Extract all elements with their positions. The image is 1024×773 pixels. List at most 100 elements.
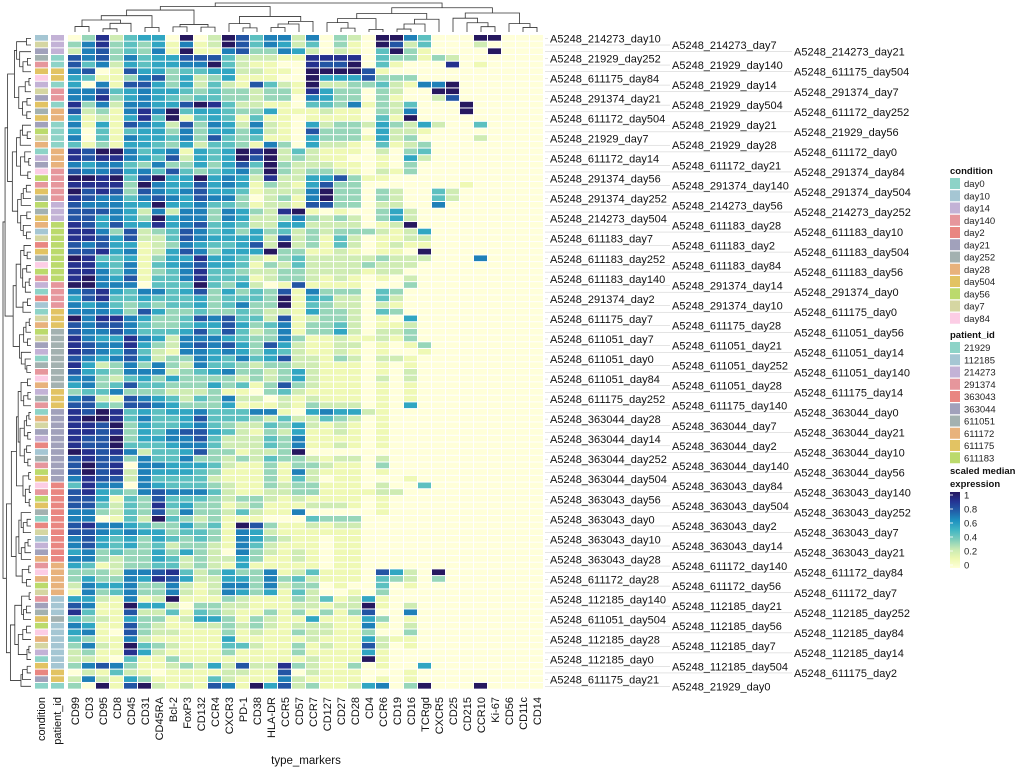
heatmap-cell [208, 536, 221, 542]
heatmap-cell [82, 322, 95, 328]
heatmap-cell [460, 549, 473, 556]
heatmap-cell [348, 562, 361, 569]
dendrogram-branch [17, 391, 22, 443]
heatmap-cell [222, 355, 235, 362]
heatmap-cell [460, 475, 473, 482]
heatmap-cell [446, 161, 459, 168]
patient-annotation-cell [51, 429, 64, 435]
patient-annotation-cell [51, 435, 64, 442]
heatmap-cell [516, 161, 529, 168]
heatmap-cell [320, 195, 333, 201]
heatmap-cell [446, 348, 459, 355]
heatmap-cell [306, 475, 319, 482]
heatmap-cell [530, 88, 543, 95]
heatmap-cell [68, 181, 81, 188]
heatmap-cell [488, 455, 501, 462]
heatmap-cell [82, 515, 95, 522]
heatmap-cell [432, 502, 445, 509]
heatmap-cell [306, 188, 319, 195]
dendrogram-branch [23, 395, 31, 407]
heatmap-cell [236, 81, 249, 88]
heatmap-cell [264, 68, 277, 75]
heatmap-cell [334, 629, 347, 636]
heatmap-cell [390, 622, 403, 629]
heatmap-cell [180, 335, 193, 342]
heatmap-cell [208, 629, 221, 636]
heatmap-cell [376, 135, 389, 141]
heatmap-cell [208, 235, 221, 242]
heatmap-cell [474, 556, 487, 562]
heatmap-cell [502, 469, 515, 475]
heatmap-cell [82, 242, 95, 248]
patient-annotation-cell [51, 375, 64, 382]
heatmap-cell [404, 542, 417, 549]
heatmap-cell [488, 375, 501, 382]
heatmap-cell [124, 181, 137, 188]
heatmap-cell [306, 155, 319, 161]
heatmap-cell [348, 382, 361, 389]
heatmap-cell [362, 409, 375, 415]
heatmap-cell [208, 676, 221, 682]
heatmap-cell [194, 616, 207, 622]
heatmap-cell [68, 622, 81, 629]
heatmap-cell [264, 61, 277, 68]
heatmap-cell [404, 609, 417, 616]
condition-annotation-cell [35, 288, 48, 295]
heatmap-cell [124, 556, 137, 562]
heatmap-cell [82, 295, 95, 302]
heatmap-cell [236, 121, 249, 128]
heatmap-cell [264, 656, 277, 662]
patient-annotation-cell [51, 576, 64, 582]
dendrogram-branch [24, 488, 30, 503]
heatmap-cell [404, 248, 417, 255]
heatmap-cell [96, 55, 109, 61]
dendrogram-branch [22, 124, 31, 136]
heatmap-cell [194, 262, 207, 268]
dendrogram-branch [239, 16, 302, 24]
heatmap-cell [208, 61, 221, 68]
heatmap-cell [390, 429, 403, 435]
heatmap-cell [138, 389, 151, 395]
heatmap-cell [124, 515, 137, 522]
heatmap-cell [152, 128, 165, 135]
heatmap-cell [502, 616, 515, 622]
heatmap-cell [502, 402, 515, 409]
heatmap-cell [334, 669, 347, 676]
heatmap-cell [82, 656, 95, 662]
heatmap-cell [516, 275, 529, 282]
heatmap-cell [278, 602, 291, 609]
heatmap-cell [418, 449, 431, 455]
heatmap-cell [530, 402, 543, 409]
heatmap-cell [124, 342, 137, 348]
patient-annotation-cell [51, 168, 64, 175]
heatmap-cell [110, 582, 123, 589]
heatmap-cell [208, 609, 221, 616]
heatmap-cell [348, 522, 361, 529]
heatmap-cell [320, 415, 333, 422]
heatmap-cell [488, 609, 501, 616]
heatmap-cell [250, 382, 263, 389]
heatmap-cell [264, 155, 277, 161]
heatmap-cell [152, 328, 165, 335]
heatmap-cell [320, 569, 333, 576]
heatmap-cell [138, 536, 151, 542]
heatmap-cell [418, 475, 431, 482]
heatmap-cell [474, 128, 487, 135]
patient-annotation-cell [51, 55, 64, 61]
patient-annotation-cell [51, 128, 64, 135]
heatmap-cell [82, 228, 95, 235]
heatmap-cell [138, 222, 151, 228]
heatmap-cell [208, 409, 221, 415]
condition-annotation-cell [35, 569, 48, 576]
heatmap-cell [516, 682, 529, 689]
heatmap-cell [446, 556, 459, 562]
heatmap-cell [502, 656, 515, 662]
heatmap-cell [334, 48, 347, 55]
heatmap-cell [236, 522, 249, 529]
heatmap-cell [348, 302, 361, 308]
heatmap-cell [376, 242, 389, 248]
heatmap-cell [96, 115, 109, 121]
column-label: CD8 [112, 697, 124, 719]
heatmap-cell [292, 455, 305, 462]
dendrogram-branch [20, 351, 31, 365]
